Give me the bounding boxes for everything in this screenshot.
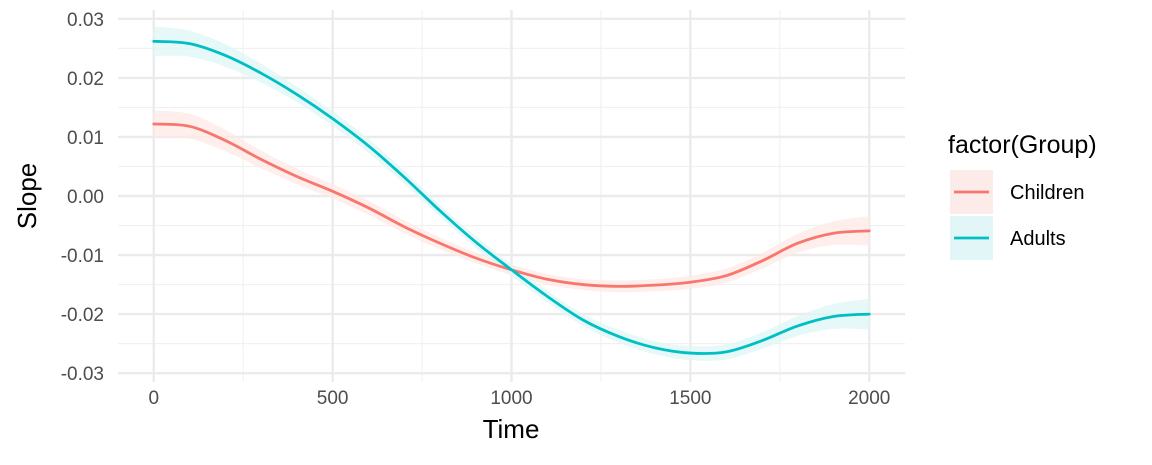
- legend-item-adults: Adults: [950, 216, 1066, 260]
- grid-layer: [118, 10, 905, 382]
- y-tick-label: 0.03: [67, 10, 104, 31]
- legend: factor(Group) Children Adults: [948, 131, 1097, 260]
- tick-labels: 0 500 1000 1500 2000 -0.03 -0.02 -0.01 0.00 0.01 0…: [61, 10, 891, 409]
- y-tick-label: -0.02: [61, 305, 104, 326]
- y-tick-label: 0.02: [67, 69, 104, 90]
- x-tick-label: 1500: [669, 388, 711, 409]
- adults-series-line: [152, 39, 871, 355]
- x-tick-label: 2000: [848, 388, 890, 409]
- series-lines: [152, 39, 871, 355]
- legend-items: Children Adults: [950, 170, 1084, 260]
- y-axis-title: Slope: [12, 163, 42, 230]
- legend-title: factor(Group): [948, 131, 1097, 159]
- x-tick-label: 500: [317, 388, 349, 409]
- confidence-bands: [153, 26, 870, 361]
- y-tick-label: 0.00: [67, 187, 104, 208]
- y-tick-label: -0.03: [61, 364, 104, 385]
- y-tick-label: -0.01: [61, 246, 104, 267]
- y-tick-label: 0.01: [67, 128, 104, 149]
- legend-label-children: Children: [1010, 182, 1084, 204]
- legend-label-adults: Adults: [1010, 228, 1066, 250]
- x-tick-label: 1000: [490, 388, 532, 409]
- adults-confidence-band: [153, 26, 870, 361]
- legend-item-children: Children: [950, 170, 1084, 214]
- x-axis-title: Time: [483, 414, 540, 444]
- x-tick-label: 0: [148, 388, 159, 409]
